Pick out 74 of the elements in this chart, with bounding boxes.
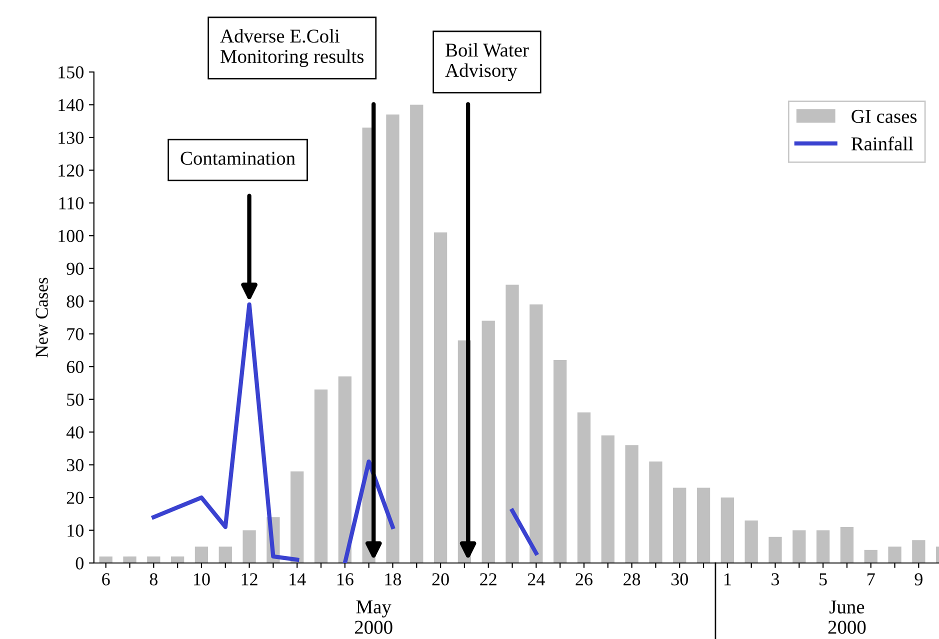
bar xyxy=(792,530,806,563)
bar xyxy=(99,556,112,563)
y-tick-label: 20 xyxy=(66,492,84,504)
bar xyxy=(577,412,591,563)
bar xyxy=(649,462,662,563)
y-tick-label: 100 xyxy=(58,230,84,242)
y-tick-label: 70 xyxy=(67,328,84,340)
x-tick-label: 20 xyxy=(432,573,449,586)
x-tick-label: 12 xyxy=(242,573,258,586)
bar xyxy=(338,376,352,563)
legend-label: GI cases xyxy=(852,110,917,123)
x-tick-label: 26 xyxy=(576,573,592,586)
text: May 2000 xyxy=(355,600,392,634)
bar xyxy=(410,104,424,563)
x-tick-label: 5 xyxy=(820,573,827,586)
text: June 2000 xyxy=(828,600,866,634)
x-tick-label: 6 xyxy=(102,573,110,586)
bar xyxy=(864,550,878,563)
x-tick-label: 22 xyxy=(480,573,496,586)
bar xyxy=(123,556,136,563)
bar xyxy=(625,445,638,563)
bar xyxy=(840,526,854,563)
bar xyxy=(530,304,543,563)
bar xyxy=(816,530,830,563)
x-tick-label: 9 xyxy=(914,573,922,586)
bar xyxy=(171,556,184,563)
bar xyxy=(601,435,614,563)
bar xyxy=(218,546,232,563)
x-tick-label: 8 xyxy=(150,573,158,586)
x-tick-label: 30 xyxy=(671,573,688,586)
bar xyxy=(554,360,567,563)
bar xyxy=(314,390,328,563)
y-tick-label: 140 xyxy=(58,98,84,112)
x-tick-label: 28 xyxy=(624,573,640,586)
x-tick-label: 3 xyxy=(772,573,780,586)
x-tick-label: 18 xyxy=(385,573,402,586)
y-tick-label: 0 xyxy=(76,557,84,570)
legend-label: Rainfall xyxy=(851,136,914,150)
y-tick-label: 30 xyxy=(66,459,84,472)
x-tick-label: 1 xyxy=(724,573,731,586)
annotation: Boil Water Advisory xyxy=(445,42,529,82)
x-tick-label: 10 xyxy=(194,573,210,586)
bar xyxy=(673,488,686,563)
bar xyxy=(194,546,208,563)
bar xyxy=(888,546,902,563)
bar xyxy=(696,488,710,563)
bar xyxy=(434,232,448,563)
y-axis-title: New Cases xyxy=(36,278,48,358)
bar xyxy=(290,471,304,563)
x-tick-label: 7 xyxy=(868,573,875,586)
bar xyxy=(147,556,160,563)
y-tick-label: 10 xyxy=(68,524,84,537)
y-tick-label: 80 xyxy=(66,295,84,308)
x-tick-label: 24 xyxy=(528,573,545,586)
text: Adverse E.Coli Monitoring results xyxy=(220,28,364,68)
bar xyxy=(482,320,495,563)
annotation: Contamination xyxy=(180,152,296,165)
y-tick-label: 110 xyxy=(59,197,84,210)
bar xyxy=(744,520,758,563)
bar xyxy=(386,114,400,563)
bar xyxy=(720,498,734,563)
x-tick-label: 16 xyxy=(337,573,354,586)
bar xyxy=(506,284,519,563)
y-tick-label: 90 xyxy=(66,262,84,275)
y-tick-label: 130 xyxy=(58,132,84,144)
bar xyxy=(768,536,782,563)
bar xyxy=(912,540,926,563)
y-tick-label: 40 xyxy=(66,426,84,439)
y-tick-label: 50 xyxy=(67,394,84,406)
y-tick-label: 120 xyxy=(58,164,84,177)
x-tick-label: 14 xyxy=(290,573,306,586)
y-tick-label: 150 xyxy=(58,66,84,78)
bar xyxy=(242,530,256,563)
y-tick-label: 60 xyxy=(66,360,84,374)
